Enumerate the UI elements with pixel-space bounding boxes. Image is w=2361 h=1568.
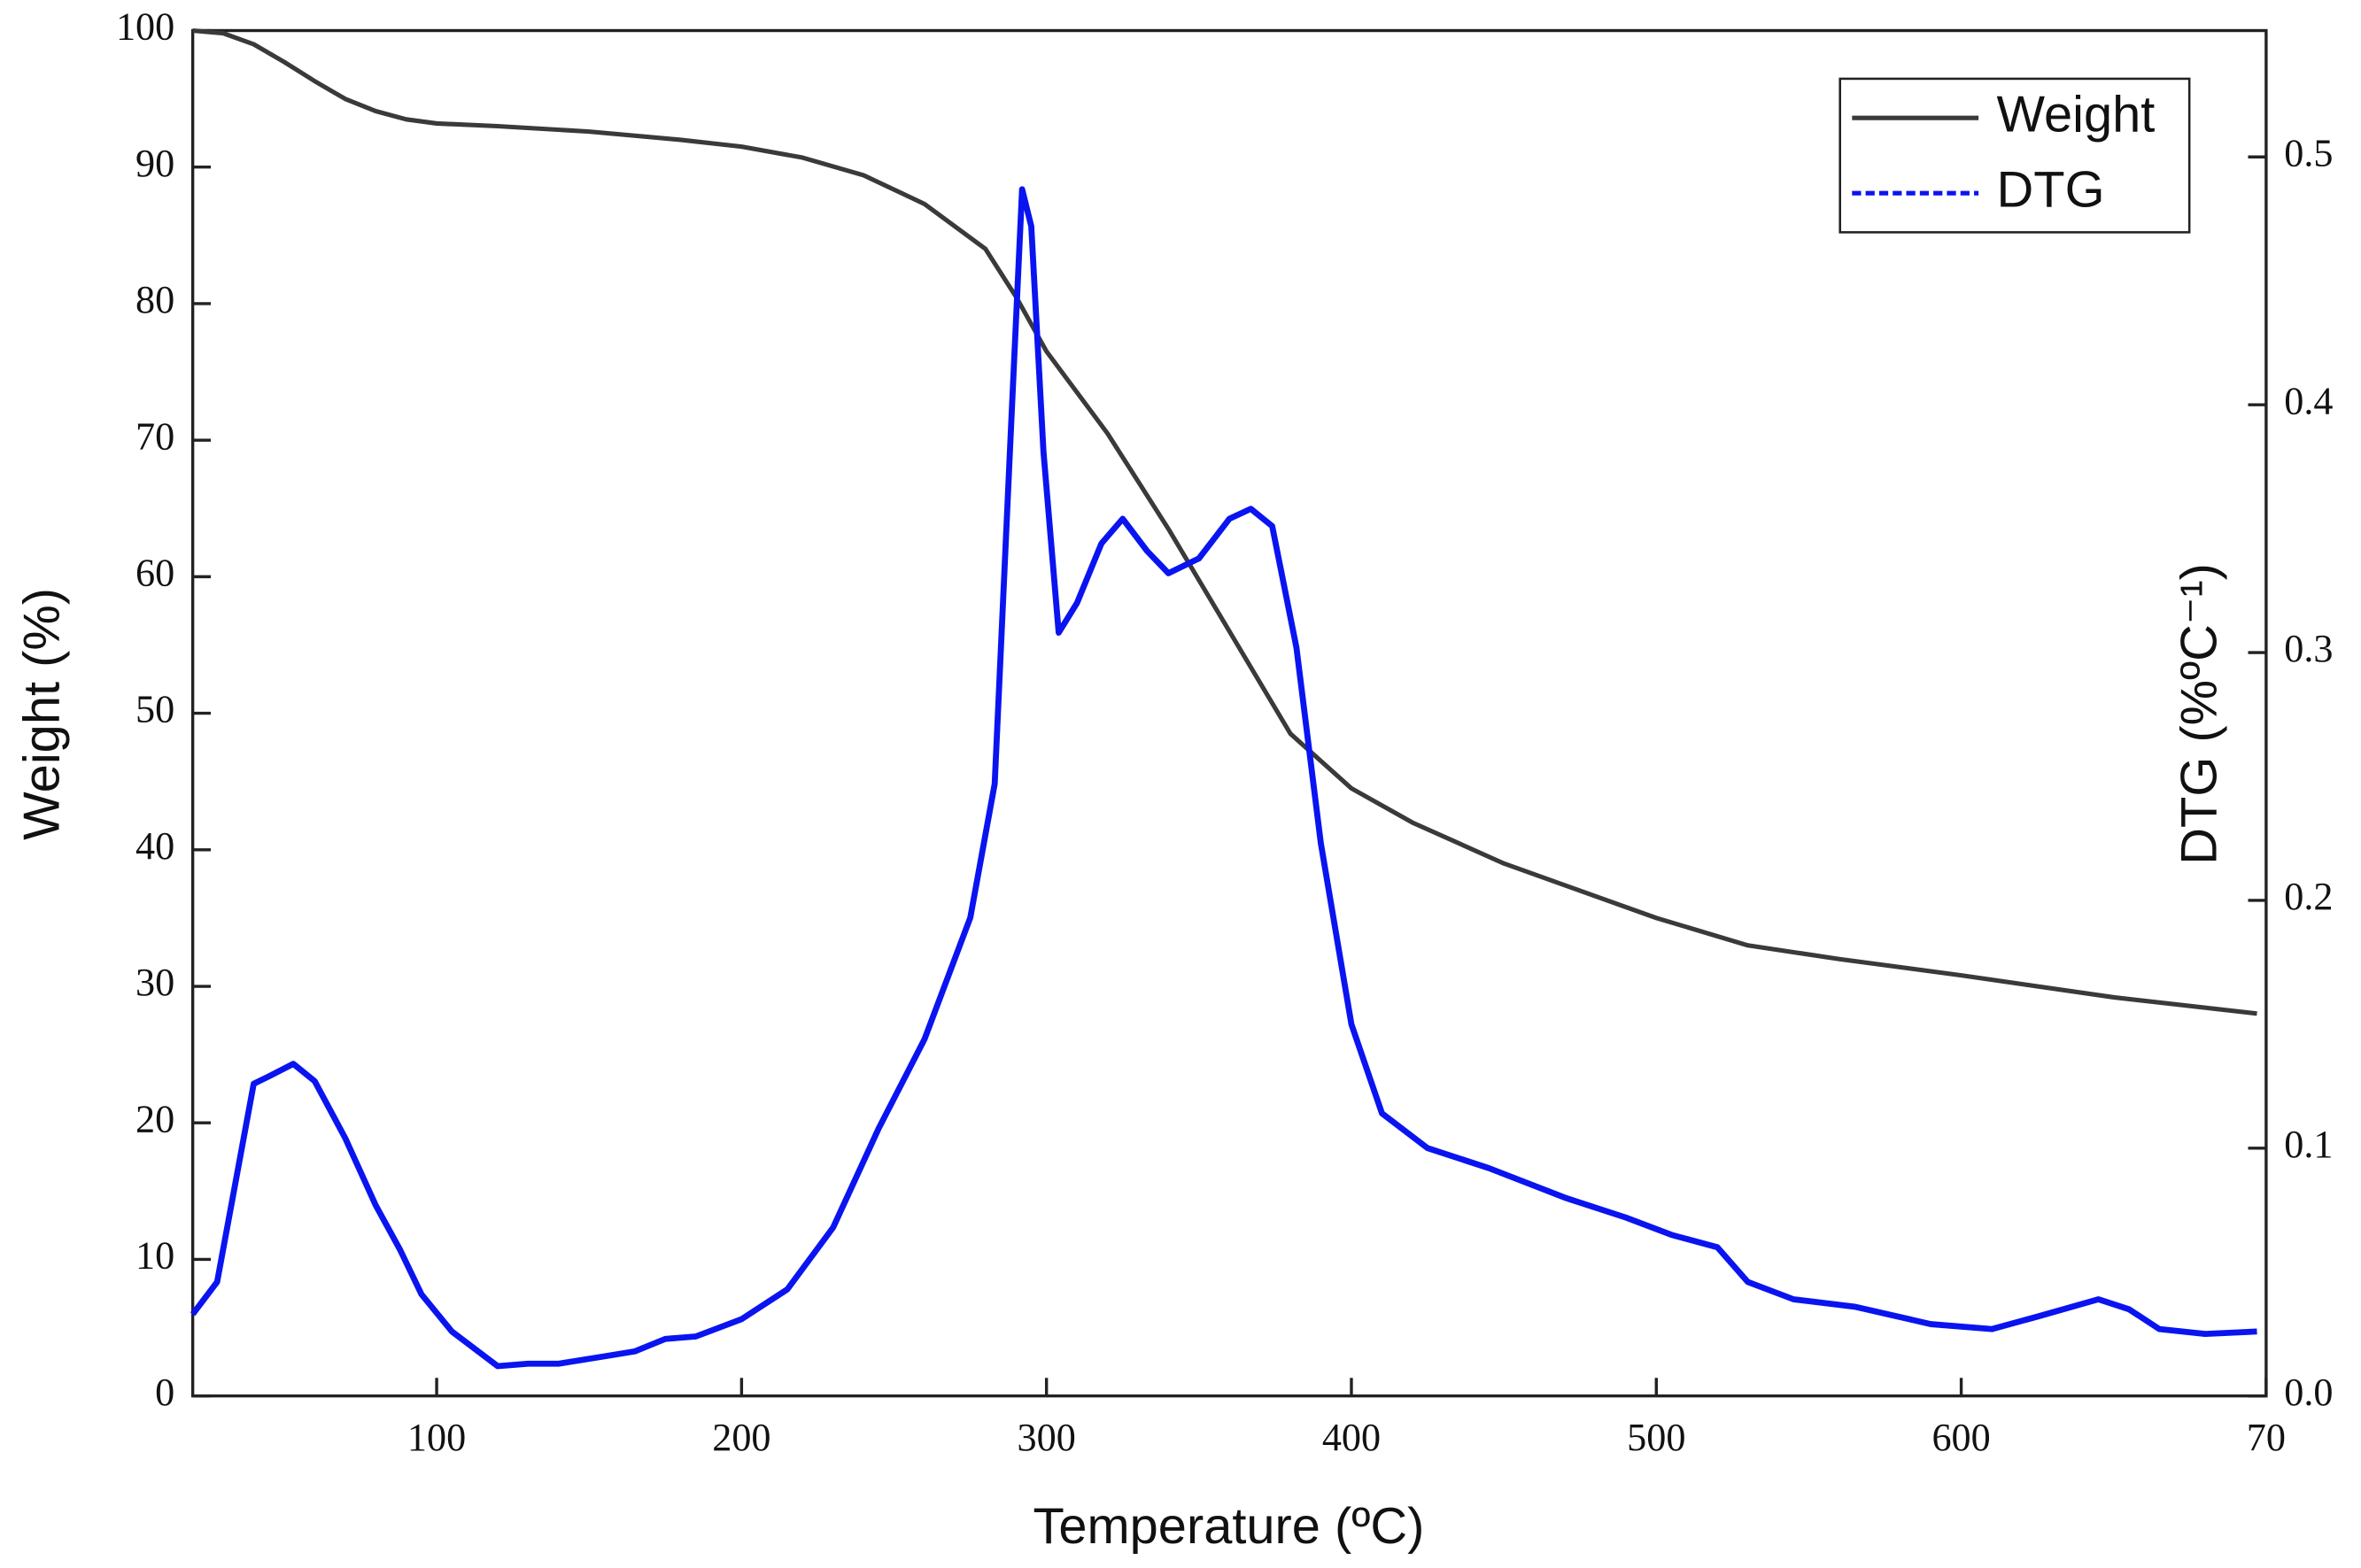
y-tick-label: 40 xyxy=(135,824,174,868)
y2-tick-label: 0.1 xyxy=(2284,1123,2333,1166)
y2-axis-label: DTG (%ºC⁻¹) xyxy=(2171,563,2228,865)
y2-tick-label: 0.0 xyxy=(2284,1371,2333,1414)
y-tick-label: 60 xyxy=(135,552,174,595)
y2-tick-label: 0.4 xyxy=(2284,379,2333,422)
y-axis-label: Weight (%) xyxy=(13,588,70,840)
y2-tick-label: 0.2 xyxy=(2284,875,2333,918)
plot-frame xyxy=(190,28,2268,1398)
x-tick-label: 100 xyxy=(407,1416,466,1459)
series-line xyxy=(190,186,2257,1370)
legend-label: Weight xyxy=(1997,86,2156,143)
legend-box xyxy=(1838,77,2191,234)
x-tick-label: 400 xyxy=(1322,1416,1381,1459)
y-tick-label: 100 xyxy=(116,5,174,49)
x-tick-label: 70 xyxy=(2247,1416,2286,1459)
y-tick-label: 70 xyxy=(135,414,174,458)
y2-tick-label: 0.5 xyxy=(2284,131,2333,174)
x-tick-label: 300 xyxy=(1018,1416,1076,1459)
y-tick-label: 20 xyxy=(135,1097,174,1140)
y-tick-label: 50 xyxy=(135,688,174,731)
y-tick-label: 90 xyxy=(135,142,174,185)
y2-tick-label: 0.3 xyxy=(2284,627,2333,670)
series-line xyxy=(192,27,2257,1016)
x-tick-label: 200 xyxy=(712,1416,770,1459)
x-tick-label: 600 xyxy=(1931,1416,1990,1459)
x-tick-label: 500 xyxy=(1627,1416,1685,1459)
y-tick-label: 0 xyxy=(155,1371,174,1414)
y-tick-label: 10 xyxy=(135,1234,174,1278)
legend-label: DTG xyxy=(1997,161,2105,218)
y-tick-label: 80 xyxy=(135,278,174,321)
y-tick-label: 30 xyxy=(135,961,174,1004)
x-axis-label: Temperature (ºC) xyxy=(1033,1498,1424,1555)
